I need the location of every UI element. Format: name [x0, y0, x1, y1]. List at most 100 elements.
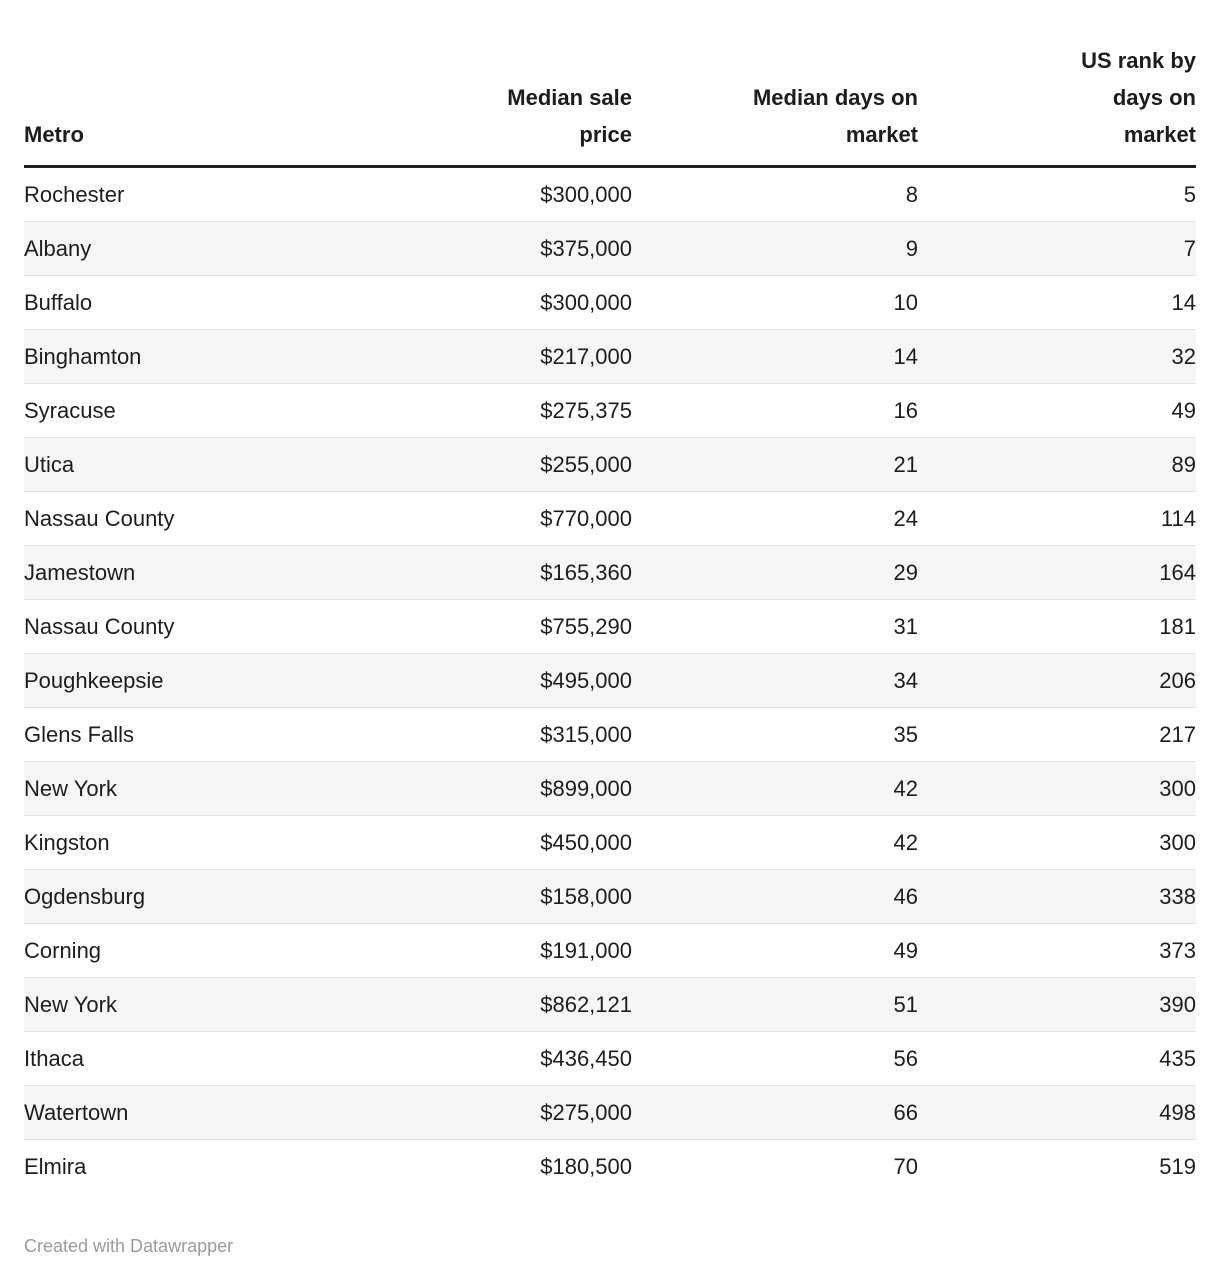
- cell-median-sale-price: $180,500: [540, 1154, 632, 1179]
- cell-metro: Nassau County: [24, 599, 344, 654]
- cell-median-sale-price: $158,000: [344, 869, 632, 924]
- cell-median-sale-price: $275,375: [344, 383, 632, 438]
- table-row: Watertown $275,000 66 498: [24, 1085, 1196, 1140]
- cell-median-sale-price: $255,000: [344, 437, 632, 492]
- table-row: Buffalo $300,000 10 14: [24, 275, 1196, 330]
- cell-median-sale-price: $165,360: [344, 545, 632, 600]
- cell-us-rank-days-on-market: 114: [918, 491, 1196, 546]
- cell-median-sale-price: $770,000: [344, 491, 632, 546]
- page-root: Metro Median sale price Median days on mar…: [24, 0, 1196, 1194]
- cell-median-sale-price: $862,121: [344, 977, 632, 1032]
- cell-median-days-on-market: 35: [632, 707, 918, 762]
- cell-us-rank-days-on-market: 181: [918, 599, 1196, 654]
- cell-median-sale-price: $375,000: [344, 221, 632, 276]
- cell-metro: Kingston: [24, 815, 344, 870]
- table-row: Ogdensburg $158,000 46 338: [24, 869, 1196, 924]
- cell-metro: Corning: [24, 923, 344, 978]
- cell-median-sale-price: $217,000: [344, 329, 632, 384]
- column-header-median-sale-price: Median sale price: [344, 0, 632, 168]
- cell-median-days-on-market: 34: [632, 653, 918, 708]
- cell-us-rank-days-on-market: 373: [918, 923, 1196, 978]
- cell-median-days-on-market: 42: [632, 761, 918, 816]
- table-row: Utica $255,000 21 89: [24, 437, 1196, 492]
- cell-us-rank-days-on-market: 49: [918, 383, 1196, 438]
- cell-median-sale-price: $300,000: [344, 275, 632, 330]
- cell-median-sale-price: $315,000: [344, 707, 632, 762]
- cell-median-sale-price: $191,000: [344, 923, 632, 978]
- table-head: Metro Median sale price Median days on mar…: [24, 0, 1196, 168]
- table-row: Glens Falls $315,000 35 217: [24, 707, 1196, 762]
- table-row: Poughkeepsie $495,000 34 206: [24, 653, 1196, 708]
- cell-median-days-on-market: 9: [632, 221, 918, 276]
- cell-median-days-on-market: 24: [632, 491, 918, 546]
- table-header-row: Metro Median sale price Median days on mar…: [24, 0, 1196, 168]
- cell-median-days-on-market: 70: [893, 1154, 918, 1179]
- cell-median-days-on-market: 51: [632, 977, 918, 1032]
- cell-metro: New York: [24, 761, 344, 816]
- cell-us-rank-days-on-market: 5: [918, 166, 1196, 222]
- cell-metro: Albany: [24, 221, 344, 276]
- table-body: Rochester $300,000 8 5 Albany $375,000 9 7 Buffa…: [24, 166, 1196, 1194]
- cell-metro: Utica: [24, 437, 344, 492]
- cell-median-days-on-market: 56: [632, 1031, 918, 1086]
- cell-us-rank-days-on-market: 498: [918, 1085, 1196, 1140]
- cell-median-sale-price: $275,000: [344, 1085, 632, 1140]
- table-row: Jamestown $165,360 29 164: [24, 545, 1196, 600]
- cell-median-days-on-market: 14: [632, 329, 918, 384]
- cell-metro: Binghamton: [24, 329, 344, 384]
- table-row: New York $899,000 42 300: [24, 761, 1196, 816]
- cell-median-sale-price: $495,000: [344, 653, 632, 708]
- cell-metro: Elmira: [24, 1154, 87, 1179]
- cell-median-days-on-market: 46: [632, 869, 918, 924]
- datawrapper-credit[interactable]: Created with Datawrapper: [24, 1236, 234, 1256]
- table-row: Nassau County $770,000 24 114: [24, 491, 1196, 546]
- table-row: Kingston $450,000 42 300: [24, 815, 1196, 870]
- cell-median-days-on-market: 8: [632, 166, 918, 222]
- cell-us-rank-days-on-market: 435: [918, 1031, 1196, 1086]
- cell-us-rank-days-on-market: 7: [918, 221, 1196, 276]
- table-row: New York $862,121 51 390: [24, 977, 1196, 1032]
- cell-metro: Glens Falls: [24, 707, 344, 762]
- cell-us-rank-days-on-market: 300: [918, 815, 1196, 870]
- cell-median-days-on-market: 29: [632, 545, 918, 600]
- cell-median-days-on-market: 31: [632, 599, 918, 654]
- cell-us-rank-days-on-market: 206: [918, 653, 1196, 708]
- cell-median-days-on-market: 49: [632, 923, 918, 978]
- cell-median-sale-price: $450,000: [344, 815, 632, 870]
- table-row: Elmira $180,500 70 519: [24, 1140, 1196, 1194]
- cell-median-days-on-market: 16: [632, 383, 918, 438]
- cell-us-rank-days-on-market: 300: [918, 761, 1196, 816]
- table-row: Binghamton $217,000 14 32: [24, 329, 1196, 384]
- cell-us-rank-days-on-market: 390: [918, 977, 1196, 1032]
- cell-us-rank-days-on-market: 338: [918, 869, 1196, 924]
- cell-metro: Ithaca: [24, 1031, 344, 1086]
- cell-metro: Buffalo: [24, 275, 344, 330]
- cell-median-sale-price: $300,000: [344, 166, 632, 222]
- cell-median-sale-price: $899,000: [344, 761, 632, 816]
- cell-us-rank-days-on-market: 89: [918, 437, 1196, 492]
- cell-metro: Rochester: [24, 166, 344, 222]
- cell-metro: Syracuse: [24, 383, 344, 438]
- column-header-metro: Metro: [24, 0, 344, 168]
- cell-metro: Jamestown: [24, 545, 344, 600]
- column-header-median-days-on-market: Median days on market: [632, 0, 918, 168]
- table-row: Syracuse $275,375 16 49: [24, 383, 1196, 438]
- cell-us-rank-days-on-market: 164: [918, 545, 1196, 600]
- cell-median-sale-price: $755,290: [344, 599, 632, 654]
- cell-metro: Poughkeepsie: [24, 653, 344, 708]
- table-row: Albany $375,000 9 7: [24, 221, 1196, 276]
- cell-us-rank-days-on-market: 217: [918, 707, 1196, 762]
- cell-median-days-on-market: 10: [632, 275, 918, 330]
- cell-us-rank-days-on-market: 519: [1159, 1154, 1196, 1179]
- table-row: Nassau County $755,290 31 181: [24, 599, 1196, 654]
- cell-median-sale-price: $436,450: [344, 1031, 632, 1086]
- cell-median-days-on-market: 42: [632, 815, 918, 870]
- cell-metro: New York: [24, 977, 344, 1032]
- cell-metro: Nassau County: [24, 491, 344, 546]
- cell-metro: Ogdensburg: [24, 869, 344, 924]
- column-header-us-rank-days-on-market: US rank by days on market: [918, 0, 1196, 168]
- cell-us-rank-days-on-market: 32: [918, 329, 1196, 384]
- cell-median-days-on-market: 21: [632, 437, 918, 492]
- cell-us-rank-days-on-market: 14: [918, 275, 1196, 330]
- table-row: Rochester $300,000 8 5: [24, 166, 1196, 222]
